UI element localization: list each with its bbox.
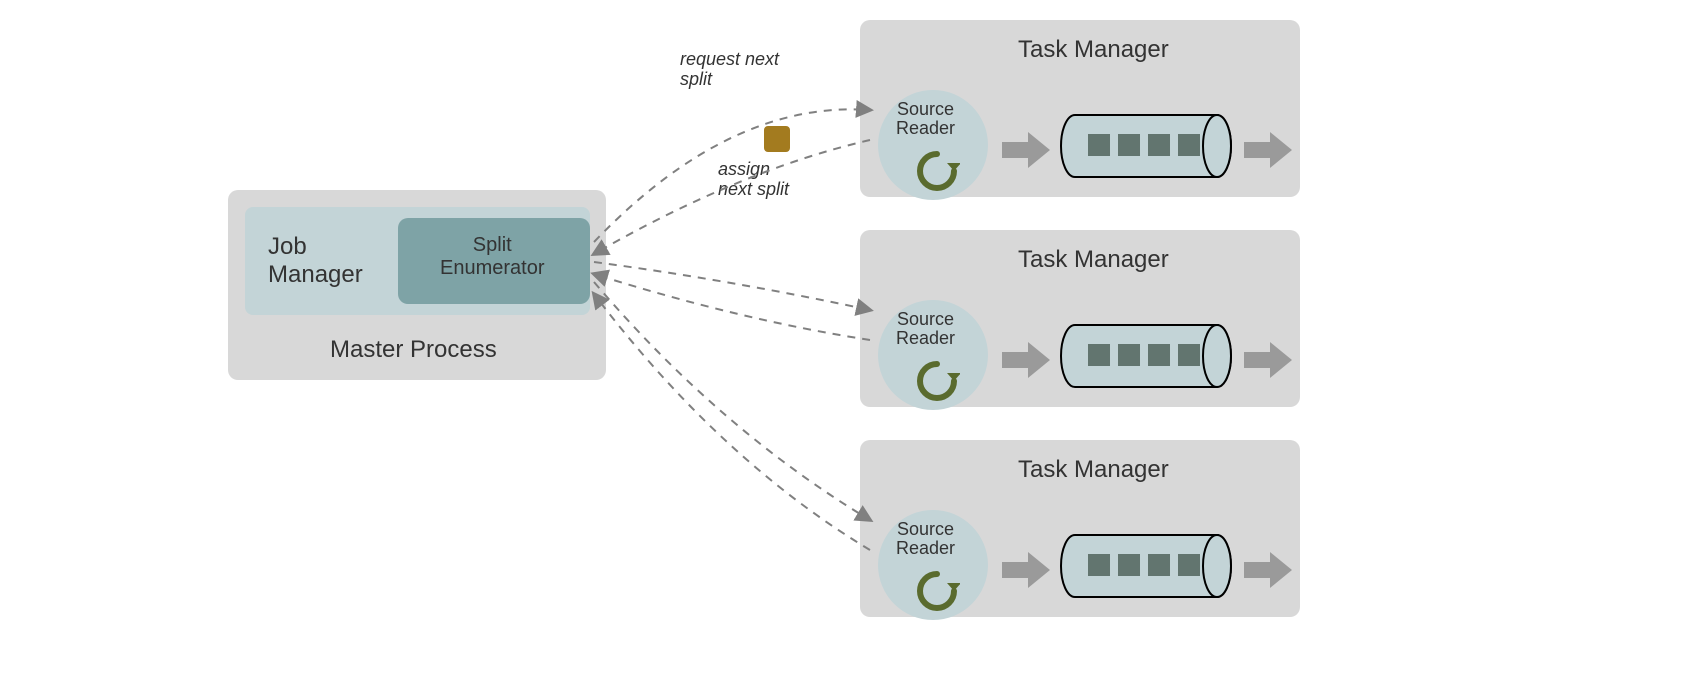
cycle-icon bbox=[914, 148, 960, 194]
source-reader-label: Source Reader bbox=[896, 100, 955, 138]
queue-cylinder-icon bbox=[1060, 534, 1232, 598]
queue-item-icon bbox=[1088, 344, 1110, 366]
arrow-right-icon bbox=[1242, 550, 1294, 590]
queue-item-icon bbox=[1118, 134, 1140, 156]
edge bbox=[594, 294, 870, 550]
queue-item-icon bbox=[1178, 554, 1200, 576]
arrow-right-icon bbox=[1242, 340, 1294, 380]
split-enumerator-label: Split Enumerator bbox=[440, 234, 545, 280]
cycle-icon bbox=[914, 568, 960, 614]
assign-next-split-label: assign next split bbox=[718, 160, 789, 200]
queue-item-icon bbox=[1088, 134, 1110, 156]
source-reader-label: Source Reader bbox=[896, 520, 955, 558]
queue-item-icon bbox=[1148, 554, 1170, 576]
edge bbox=[594, 262, 870, 310]
queue-item-icon bbox=[1178, 134, 1200, 156]
source-reader-label: Source Reader bbox=[896, 310, 955, 348]
task-manager-title: Task Manager bbox=[1018, 456, 1169, 484]
edge bbox=[594, 274, 870, 340]
arrow-right-icon bbox=[1000, 340, 1052, 380]
queue-cylinder-icon bbox=[1060, 324, 1232, 388]
arrow-right-icon bbox=[1000, 550, 1052, 590]
arrow-right-icon bbox=[1242, 130, 1294, 170]
cycle-icon bbox=[914, 358, 960, 404]
task-manager-title: Task Manager bbox=[1018, 36, 1169, 64]
queue-item-icon bbox=[1118, 554, 1140, 576]
queue-item-icon bbox=[1148, 344, 1170, 366]
edge bbox=[594, 282, 870, 520]
queue-item-icon bbox=[1148, 134, 1170, 156]
queue-cylinder-icon bbox=[1060, 114, 1232, 178]
split-packet-icon bbox=[764, 126, 790, 152]
task-manager-title: Task Manager bbox=[1018, 246, 1169, 274]
arrow-right-icon bbox=[1000, 130, 1052, 170]
job-manager-label: Job Manager bbox=[268, 233, 363, 288]
request-next-split-label: request next split bbox=[680, 50, 779, 90]
master-process-label: Master Process bbox=[330, 336, 497, 364]
queue-item-icon bbox=[1178, 344, 1200, 366]
queue-item-icon bbox=[1088, 554, 1110, 576]
queue-item-icon bbox=[1118, 344, 1140, 366]
